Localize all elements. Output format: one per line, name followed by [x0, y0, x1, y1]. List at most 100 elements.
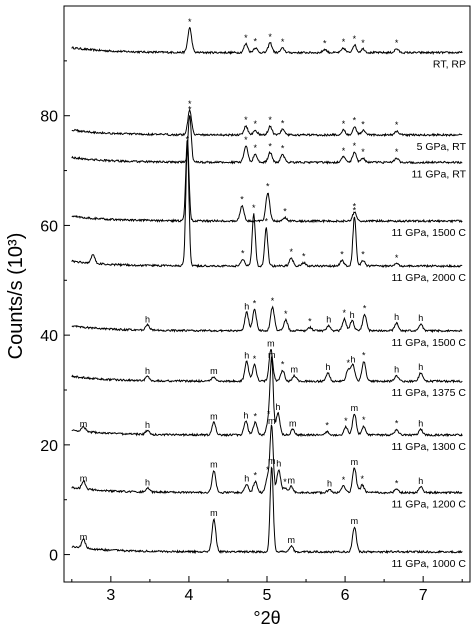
peak-marker: * [266, 465, 270, 475]
peak-marker: m [210, 508, 218, 518]
xrd-trace [71, 26, 463, 55]
peak-marker: * [353, 141, 357, 151]
xrd-trace [71, 138, 463, 224]
peak-marker: * [361, 38, 365, 48]
peak-marker: * [363, 303, 367, 313]
trace-label: 11 GPa, 2000 C [391, 272, 466, 284]
peak-marker: * [254, 471, 258, 481]
peak-marker: * [395, 478, 399, 488]
xrd-trace [71, 348, 463, 384]
peak-marker: * [353, 116, 357, 126]
peak-marker: h [394, 312, 399, 322]
xrd-trace [71, 466, 463, 555]
peak-marker: * [362, 415, 366, 425]
trace-label: 11 GPa, 1500 C [391, 227, 466, 239]
peak-marker: * [361, 120, 365, 130]
xrd-trace [71, 305, 463, 334]
peak-marker: * [283, 207, 287, 217]
y-axis-title: Counts/s (10³) [5, 233, 27, 360]
peak-marker: * [342, 37, 346, 47]
peak-marker: * [254, 411, 258, 421]
peak-marker: * [340, 250, 344, 260]
peak-marker: * [395, 253, 399, 263]
peak-marker: h [145, 366, 150, 376]
peak-marker: h [145, 314, 150, 324]
peak-marker: h [243, 410, 248, 420]
x-tick-label: 4 [184, 587, 193, 604]
peak-marker: m [287, 535, 295, 545]
trace-label: 11 GPa, 1000 C [391, 558, 466, 570]
x-axis-title: °2θ [253, 608, 280, 628]
axis-ticks: 3 4 5 6 7 0 20 40 60 80 [40, 60, 463, 604]
peak-marker: * [254, 119, 258, 129]
peak-marker: * [281, 118, 285, 128]
y-tick-label: 60 [40, 218, 58, 235]
x-tick-label: 3 [106, 587, 115, 604]
peak-marker: * [342, 119, 346, 129]
peak-marker: * [267, 409, 271, 419]
y-tick-label: 80 [40, 109, 58, 126]
peak-marker: * [361, 250, 365, 260]
peak-marker: * [325, 421, 329, 431]
peak-marker: * [281, 37, 285, 47]
peak-marker: * [252, 203, 256, 213]
xrd-trace [71, 424, 463, 495]
peak-marker: * [284, 309, 288, 319]
peak-marker: * [343, 308, 347, 318]
peak-marker: m [210, 460, 218, 470]
peak-marker: * [244, 33, 248, 43]
peak-marker: m [210, 411, 218, 421]
peak-marker: * [289, 247, 293, 257]
peak-marker: h [418, 313, 423, 323]
peak-marker: h [275, 402, 280, 412]
peak-marker: m [268, 456, 276, 466]
peak-marker: * [188, 17, 192, 27]
peak-marker: * [254, 37, 258, 47]
peak-markers: * * * * * * * * * * * * * * * * * * * * * * * * * * * * * * * * * * * * * * * *… [80, 17, 424, 545]
peak-marker: * [271, 296, 275, 306]
x-tick-label: 7 [419, 587, 428, 604]
peak-marker: * [281, 144, 285, 154]
peak-marker: h [244, 473, 249, 483]
peak-marker: * [302, 252, 306, 262]
peak-marker: m [210, 366, 218, 376]
peak-marker: * [244, 135, 248, 145]
peak-marker: * [362, 351, 366, 361]
y-tick-label: 40 [40, 328, 58, 345]
peak-marker: * [283, 477, 287, 487]
peak-marker: * [186, 134, 190, 144]
trace-label: 11 GPa, 1200 C [391, 499, 466, 511]
peak-marker: m [287, 476, 295, 486]
peak-marker: h [394, 365, 399, 375]
peak-marker: m [289, 419, 297, 429]
peak-marker: m [351, 403, 359, 413]
peak-marker: * [353, 206, 357, 216]
y-tick-label: 0 [49, 548, 58, 565]
peak-marker: * [264, 217, 268, 227]
trace-label: 11 GPa, 1500 C [391, 337, 466, 349]
peak-marker: * [342, 475, 346, 485]
peak-marker: h [244, 302, 249, 312]
peak-marker: * [266, 182, 270, 192]
peak-marker: * [268, 142, 272, 152]
trace-labels: RT, RP 5 GPa, RT 11 GPa, RT 11 GPa, 1500 C 1… [391, 59, 466, 570]
peak-marker: m [291, 365, 299, 375]
peak-marker: * [268, 32, 272, 42]
peak-marker: m [80, 473, 88, 483]
peak-marker: * [188, 99, 192, 109]
peak-marker: h [145, 420, 150, 430]
trace-label: 11 GPa, 1375 C [391, 387, 466, 399]
peak-marker: * [395, 419, 399, 429]
xrd-trace [71, 108, 463, 138]
peak-marker: * [281, 359, 285, 369]
x-tick-label: 6 [341, 587, 350, 604]
peak-marker: * [395, 38, 399, 48]
peak-marker: m [351, 457, 359, 467]
peak-marker: * [244, 115, 248, 125]
peak-marker: * [342, 146, 346, 156]
trace-label: 11 GPa, 1300 C [391, 441, 466, 453]
peak-marker: h [326, 314, 331, 324]
peak-marker: * [308, 317, 312, 327]
peak-marker: * [361, 474, 365, 484]
